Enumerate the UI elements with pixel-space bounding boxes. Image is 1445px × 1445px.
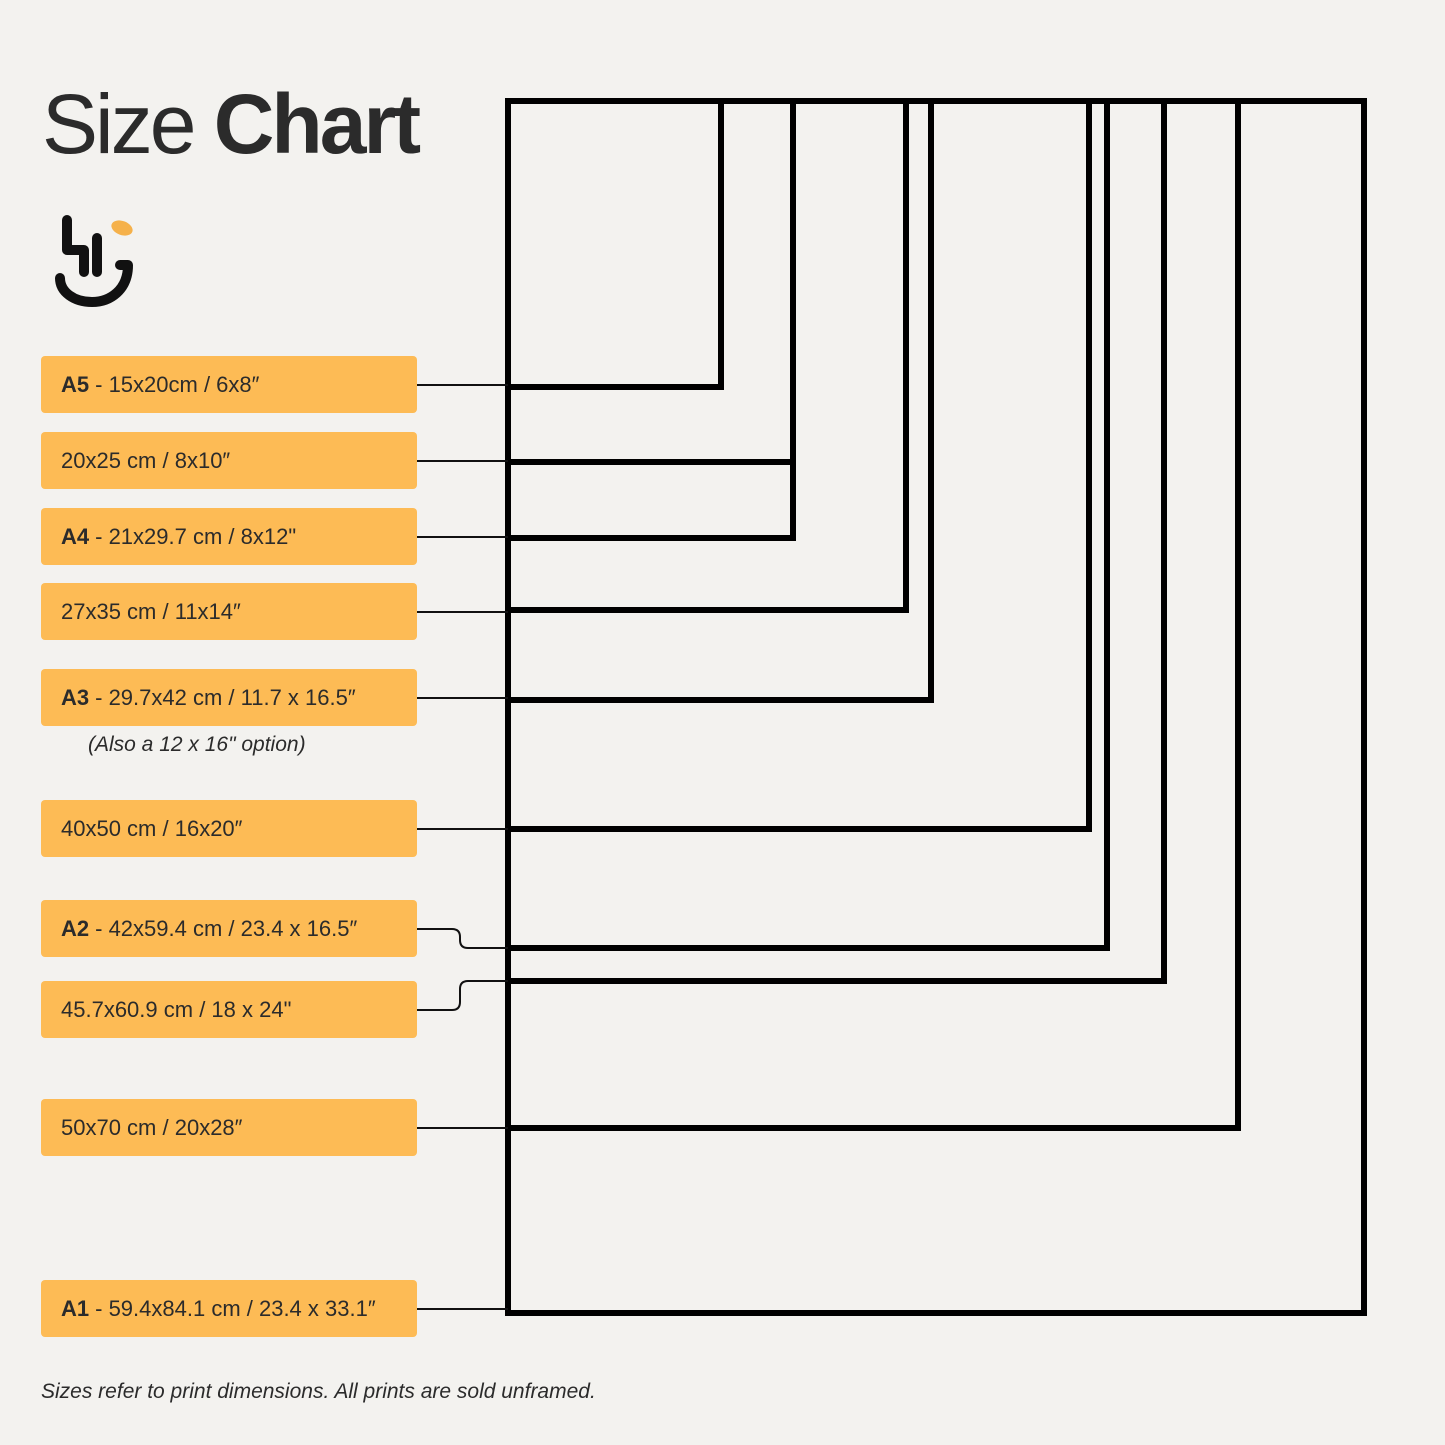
size-label: 45.7x60.9 cm / 18 x 24"	[41, 981, 417, 1038]
size-label: A3- 29.7x42 cm / 11.7 x 16.5″	[41, 669, 417, 726]
size-label: A2- 42x59.4 cm / 23.4 x 16.5″	[41, 900, 417, 957]
size-text: - 21x29.7 cm / 8x12"	[95, 523, 297, 549]
a3-note: (Also a 12 x 16" option)	[88, 733, 306, 756]
size-label: 40x50 cm / 16x20″	[41, 800, 417, 857]
size-text: 20x25 cm / 8x10″	[61, 447, 231, 473]
size-text: 50x70 cm / 20x28″	[61, 1114, 243, 1140]
size-outline	[505, 98, 909, 613]
size-code: A4	[61, 523, 90, 549]
size-text: 27x35 cm / 11x14″	[61, 598, 241, 624]
connector-line	[417, 980, 508, 1011]
size-code: A2	[61, 915, 90, 941]
size-label: 50x70 cm / 20x28″	[41, 1099, 417, 1156]
size-code: A1	[61, 1295, 90, 1321]
page-title: Size Chart	[42, 77, 421, 171]
size-text: - 42x59.4 cm / 23.4 x 16.5″	[95, 915, 358, 941]
size-outline	[505, 98, 796, 541]
footer-note: Sizes refer to print dimensions. All pri…	[41, 1380, 596, 1403]
size-text: - 59.4x84.1 cm / 23.4 x 33.1″	[95, 1295, 376, 1321]
size-outline	[505, 98, 1110, 951]
size-label: A1- 59.4x84.1 cm / 23.4 x 33.1″	[41, 1280, 417, 1337]
brand-logo	[55, 215, 133, 307]
size-label: A4- 21x29.7 cm / 8x12"	[41, 508, 417, 565]
size-label: 27x35 cm / 11x14″	[41, 583, 417, 640]
size-text: - 29.7x42 cm / 11.7 x 16.5″	[95, 684, 356, 710]
size-label: 20x25 cm / 8x10″	[41, 432, 417, 489]
connector-line	[417, 928, 508, 949]
size-code: A5	[61, 371, 90, 397]
size-text: - 15x20cm / 6x8″	[95, 371, 260, 397]
size-text: 45.7x60.9 cm / 18 x 24"	[61, 996, 292, 1022]
size-code: A3	[61, 684, 90, 710]
size-outline	[505, 98, 724, 390]
size-outline	[505, 98, 796, 465]
size-label: A5- 15x20cm / 6x8″	[41, 356, 417, 413]
size-outline	[505, 98, 1241, 1131]
size-text: 40x50 cm / 16x20″	[61, 815, 243, 841]
